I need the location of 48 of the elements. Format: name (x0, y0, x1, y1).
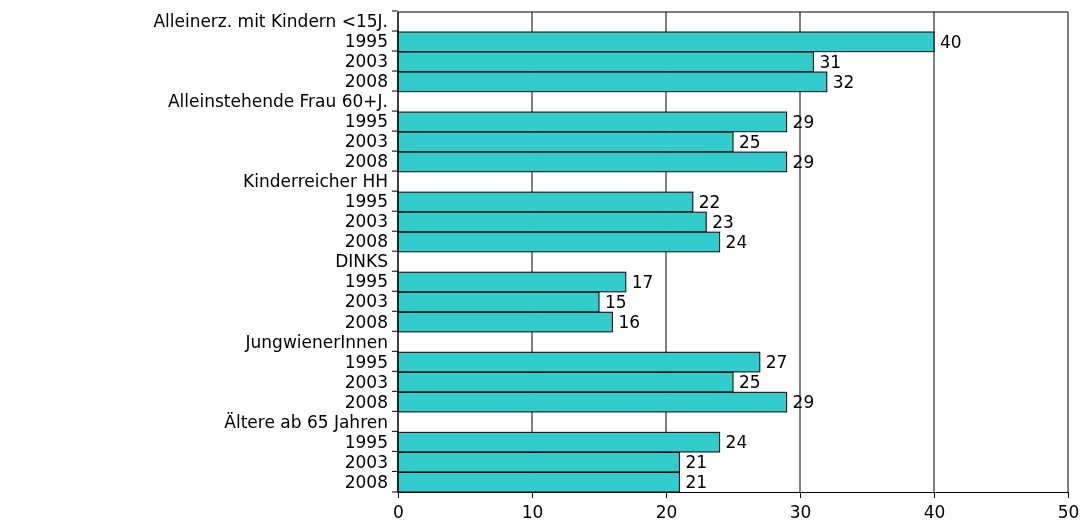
y-tick-label: 2008 (344, 151, 388, 172)
data-label: 29 (792, 111, 815, 132)
data-label: 17 (631, 272, 654, 293)
y-tick-label: 2003 (344, 451, 388, 472)
y-tick-label: Kinderreicher HH (243, 171, 388, 192)
y-tick-label: 2003 (344, 371, 388, 392)
data-label: 21 (685, 452, 708, 473)
x-tick-label: 20 (655, 502, 678, 522)
y-tick-label: 2008 (344, 71, 388, 92)
y-tick-label: 2008 (344, 471, 388, 492)
y-tick-label: DINKS (335, 251, 388, 272)
y-tick-label: 1995 (344, 431, 388, 452)
y-tick-label: 2008 (344, 391, 388, 412)
x-tick-label: 40 (923, 502, 946, 522)
data-label: 31 (819, 51, 842, 72)
y-tick-label: 2008 (344, 231, 388, 252)
y-tick-label: 2003 (344, 131, 388, 152)
y-tick-label: 1995 (344, 31, 388, 52)
data-label: 29 (792, 151, 815, 172)
y-tick-label: 2003 (344, 291, 388, 312)
data-label: 25 (739, 372, 761, 393)
y-tick-label: Alleinstehende Frau 60+J. (167, 91, 388, 112)
data-label: 24 (725, 432, 748, 453)
x-tick-label: 10 (521, 502, 544, 522)
y-tick-label: 1995 (344, 271, 388, 292)
y-tick-label: 1995 (344, 191, 388, 212)
y-tick-label: Alleinerz. mit Kindern <15J. (153, 11, 388, 32)
data-label: 32 (832, 71, 855, 92)
data-label: 21 (685, 472, 708, 493)
data-label: 25 (739, 131, 761, 152)
data-label: 40 (940, 31, 962, 52)
y-tick-label: 2003 (344, 51, 388, 72)
y-tick-label: JungwienerInnen (244, 331, 388, 352)
y-tick-label: 2008 (344, 311, 388, 332)
y-tick-label: 1995 (344, 351, 388, 372)
data-label: 24 (725, 231, 748, 252)
data-label: 16 (618, 312, 641, 333)
x-tick-label: 0 (393, 502, 404, 522)
y-tick-label: Ältere ab 65 Jahren (224, 411, 388, 432)
data-label: 23 (712, 211, 734, 232)
y-tick-label: 2003 (344, 211, 388, 232)
x-tick-label: 50 (1057, 502, 1080, 522)
y-tick-label: 1995 (344, 111, 388, 132)
data-label: 29 (792, 392, 815, 413)
x-tick-label: 30 (789, 502, 812, 522)
data-label: 27 (765, 352, 788, 373)
data-label: 22 (698, 191, 721, 212)
data-label: 15 (605, 292, 627, 313)
